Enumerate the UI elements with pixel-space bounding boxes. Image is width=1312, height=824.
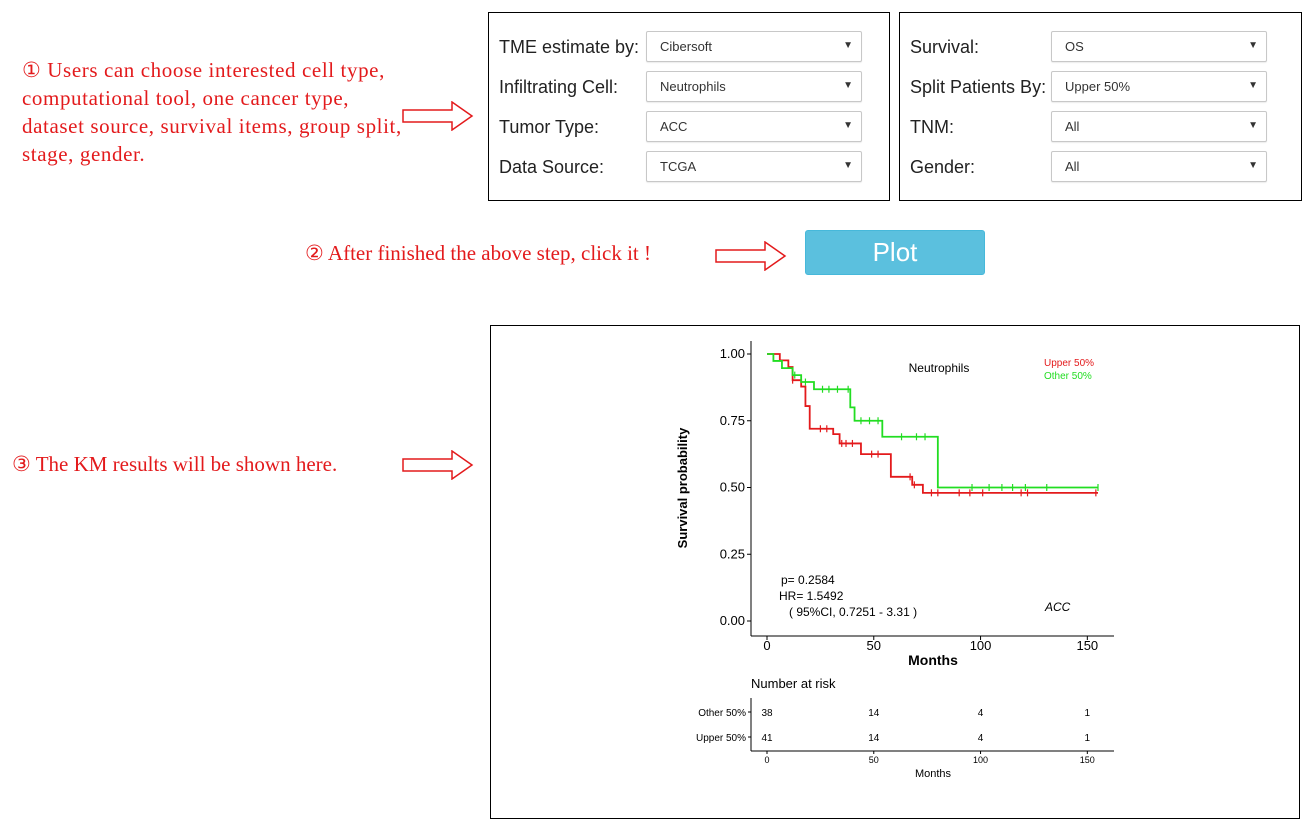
p-value-text: p= 0.2584 (781, 573, 835, 587)
plot-button[interactable]: Plot (805, 230, 985, 275)
data-source-row: Data Source: TCGA ▼ (489, 151, 889, 185)
risk-count-cell: 38 (761, 708, 773, 719)
infiltrating-cell-label: Infiltrating Cell: (499, 77, 619, 97)
survival-label: Survival: (910, 37, 980, 57)
step1-arrow-icon (402, 101, 474, 131)
data-source-label: Data Source: (499, 157, 605, 177)
legend-other: Other 50% (1044, 371, 1092, 382)
gender-value: All (1065, 159, 1080, 174)
step2-arrow-icon (715, 241, 787, 271)
risk-table-cells: 38 14 4 141 14 4 1 (748, 708, 1091, 744)
risk-count-cell: 41 (761, 733, 773, 744)
upper-50-curve (767, 353, 1098, 494)
tme-options-panel: TME estimate by: Cibersoft ▼ Infiltratin… (488, 12, 890, 201)
split-patients-label: Split Patients By: (910, 77, 1047, 97)
y-tick-label: 0.00 (720, 613, 745, 628)
tumor-type-value: ACC (660, 119, 688, 134)
risk-x-ticks: 0 50 100 150 (764, 751, 1095, 765)
step2-note: ② After finished the above step, click i… (305, 241, 651, 265)
chevron-down-icon: ▼ (843, 160, 853, 171)
survival-row: Survival: OS ▼ (900, 31, 1301, 65)
infiltrating-cell-row: Infiltrating Cell: Neutrophils ▼ (489, 71, 889, 105)
risk-x-tick-label: 100 (973, 755, 988, 765)
risk-x-axis-title: Months (915, 768, 952, 780)
x-tick-label: 150 (1076, 638, 1098, 653)
risk-x-tick-label: 0 (764, 755, 769, 765)
y-tick-label: 0.25 (720, 546, 745, 561)
km-plot: 0.000.250.500.751.00 0 50 100 150 Survival … (675, 341, 1114, 780)
ci-text: ( 95%CI, 0.7251 - 3.31 ) (789, 605, 917, 619)
chevron-down-icon: ▼ (843, 80, 853, 91)
chevron-down-icon: ▼ (1248, 120, 1258, 131)
chevron-down-icon: ▼ (843, 120, 853, 131)
y-axis-title: Survival probability (675, 427, 690, 548)
y-tick-label: 1.00 (720, 346, 745, 361)
infiltrating-cell-value: Neutrophils (660, 79, 726, 94)
chevron-down-icon: ▼ (843, 40, 853, 51)
x-ticks: 0 50 100 150 (763, 636, 1098, 653)
survival-value: OS (1065, 39, 1084, 54)
risk-group-other: Other 50% (698, 708, 746, 719)
risk-x-tick-label: 150 (1080, 755, 1095, 765)
step1-note: ① Users can choose interested cell type,… (22, 58, 402, 166)
y-ticks: 0.00 0.25 0.50 0.75 1.00 (720, 346, 751, 628)
tme-estimate-label: TME estimate by: (499, 37, 640, 57)
risk-count-cell: 4 (978, 733, 984, 744)
y-tick-label: 0.50 (720, 480, 745, 495)
risk-count-cell: 4 (978, 708, 984, 719)
split-patients-row: Split Patients By: Upper 50% ▼ (900, 71, 1301, 105)
data-source-select[interactable]: TCGA ▼ (646, 151, 862, 182)
chevron-down-icon: ▼ (1248, 80, 1258, 91)
risk-count-cell: 1 (1085, 708, 1091, 719)
tumor-type-select[interactable]: ACC ▼ (646, 111, 862, 142)
gender-label: Gender: (910, 157, 976, 177)
tnm-row: TNM: All ▼ (900, 111, 1301, 145)
gender-row: Gender: All ▼ (900, 151, 1301, 185)
tnm-select[interactable]: All ▼ (1051, 111, 1267, 142)
other-50-curve (767, 353, 1098, 489)
risk-count-cell: 14 (868, 708, 880, 719)
y-tick-label: 0.75 (720, 413, 745, 428)
tme-estimate-value: Cibersoft (660, 39, 713, 54)
tumor-type-row: Tumor Type: ACC ▼ (489, 111, 889, 145)
risk-count-cell: 14 (868, 733, 880, 744)
x-tick-label: 0 (763, 638, 770, 653)
chevron-down-icon: ▼ (1248, 40, 1258, 51)
cancer-type-label: ACC (1044, 600, 1071, 614)
infiltrating-cell-select[interactable]: Neutrophils ▼ (646, 71, 862, 102)
x-axis-title: Months (908, 652, 958, 668)
step3-arrow-icon (402, 450, 474, 480)
split-patients-select[interactable]: Upper 50% ▼ (1051, 71, 1267, 102)
tme-estimate-select[interactable]: Cibersoft ▼ (646, 31, 862, 62)
tme-estimate-row: TME estimate by: Cibersoft ▼ (489, 31, 889, 65)
split-patients-value: Upper 50% (1065, 79, 1131, 94)
step3-note: ③ The KM results will be shown here. (12, 452, 338, 476)
data-source-value: TCGA (660, 159, 697, 174)
tnm-label: TNM: (910, 117, 954, 137)
tumor-type-label: Tumor Type: (499, 117, 600, 137)
x-tick-label: 100 (970, 638, 992, 653)
risk-count-cell: 1 (1085, 733, 1091, 744)
x-tick-label: 50 (867, 638, 881, 653)
risk-group-upper: Upper 50% (696, 733, 746, 744)
chevron-down-icon: ▼ (1248, 160, 1258, 171)
km-result-panel: 0.00 0.25 0.50 0.75 1.00 0 50 100 150 Survival … (490, 325, 1300, 819)
legend-upper: Upper 50% (1044, 358, 1094, 369)
risk-x-tick-label: 50 (869, 755, 879, 765)
risk-table-title: Number at risk (751, 676, 836, 691)
hr-text: HR= 1.5492 (779, 589, 844, 603)
survival-select[interactable]: OS ▼ (1051, 31, 1267, 62)
chart-title: Neutrophils (909, 361, 970, 375)
gender-select[interactable]: All ▼ (1051, 151, 1267, 182)
survival-options-panel: Survival: OS ▼ Split Patients By: Upper … (899, 12, 1302, 201)
km-curves (767, 353, 1099, 497)
tnm-value: All (1065, 119, 1080, 134)
